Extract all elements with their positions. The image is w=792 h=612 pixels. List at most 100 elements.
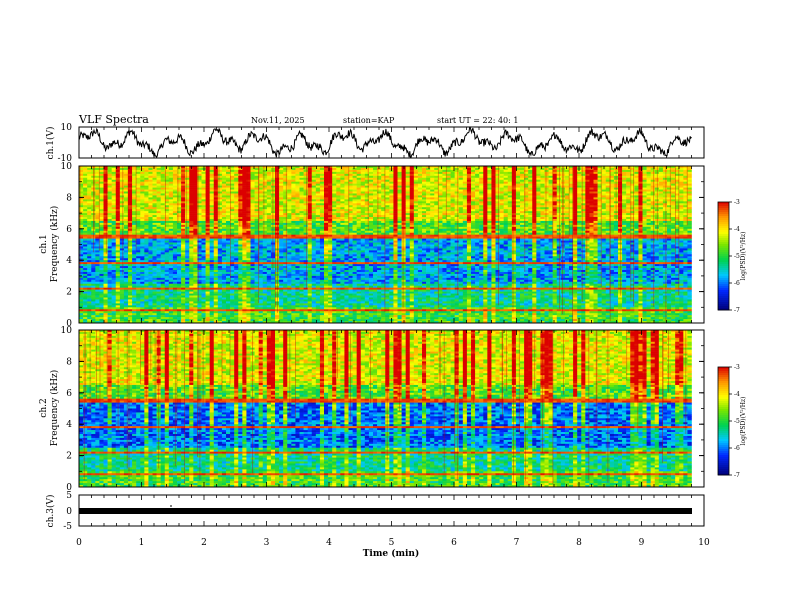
- spectrogram-cell: [168, 226, 174, 230]
- spectrogram-cell: [675, 220, 680, 224]
- spectrogram-cell: [328, 222, 333, 226]
- spectrogram-cell: [417, 222, 423, 226]
- spectrogram-cell: [315, 173, 321, 177]
- spectrogram-cell: [401, 175, 406, 179]
- spectrogram-cell: [564, 193, 570, 196]
- spectrogram-cell: [242, 171, 247, 175]
- spectrogram-cell: [283, 177, 288, 181]
- spectrogram-cell: [238, 209, 243, 212]
- spectrogram-cell: [479, 177, 484, 181]
- spectrogram-cell: [503, 166, 509, 169]
- spectrogram-cell: [221, 173, 227, 177]
- spectrogram-cell: [328, 167, 333, 171]
- spectrogram-cell: [91, 166, 96, 169]
- spectrogram-cell: [654, 199, 660, 202]
- spectrogram-cell: [618, 177, 623, 181]
- spectrogram-cell: [524, 228, 529, 232]
- spectrogram-cell: [156, 183, 161, 186]
- spectrogram-cell: [140, 193, 145, 196]
- spectrogram-cell: [454, 205, 460, 208]
- spectrogram-cell: [544, 218, 549, 222]
- spectrogram-cell: [107, 197, 112, 200]
- spectrogram-cell: [209, 189, 215, 192]
- spectrogram-cell: [630, 222, 635, 226]
- spectrogram-cell: [650, 181, 656, 184]
- spectrogram-cell: [626, 175, 631, 179]
- spectrogram-cell: [581, 228, 586, 232]
- spectrogram-cell: [91, 220, 96, 224]
- spectrogram-cell: [409, 222, 415, 226]
- spectrogram-cell: [262, 213, 268, 216]
- spectrogram-cell: [434, 215, 439, 218]
- spectrogram-cell: [409, 211, 415, 214]
- spectrogram-cell: [430, 199, 435, 202]
- spectrogram-cell: [107, 224, 112, 228]
- spectrogram-cell: [230, 228, 235, 232]
- spectrogram-cell: [299, 183, 304, 186]
- spectrogram-cell: [373, 181, 378, 184]
- spectrogram-cell: [160, 185, 166, 188]
- spectrogram-cell: [213, 185, 219, 188]
- spectrogram-cell: [532, 220, 537, 224]
- spectrogram-cell: [246, 189, 251, 192]
- spectrogram-cell: [528, 211, 533, 214]
- spectrogram-cell: [564, 220, 570, 224]
- spectrogram-cell: [667, 175, 672, 179]
- spectrogram-cell: [209, 222, 215, 226]
- spectrogram-cell: [613, 203, 619, 206]
- spectrogram-cell: [258, 177, 264, 181]
- spectrogram-cell: [548, 201, 553, 204]
- spectrogram-cell: [438, 220, 443, 224]
- spectrogram-cell: [172, 183, 178, 186]
- spectrogram-cell: [675, 175, 680, 179]
- spectrogram-cell: [511, 193, 517, 196]
- spectrogram-cell: [520, 183, 525, 186]
- spectrogram-cell: [585, 201, 590, 204]
- spectrogram-cell: [99, 220, 104, 224]
- spectrogram-cell: [548, 169, 553, 173]
- spectrogram-cell: [613, 181, 619, 184]
- spectrogram-cell: [91, 228, 96, 232]
- spectrogram-cell: [193, 173, 198, 177]
- spectrogram-cell: [605, 203, 611, 206]
- spectrogram-cell: [471, 199, 476, 202]
- spectrogram-cell: [650, 189, 656, 192]
- spectrogram-cell: [605, 193, 611, 196]
- spectrogram-cell: [91, 185, 96, 188]
- spectrogram-cell: [328, 228, 333, 232]
- spectrogram-cell: [569, 218, 574, 222]
- spectrogram-cell: [605, 199, 611, 202]
- spectrogram-cell: [434, 205, 439, 208]
- spectrogram-cell: [360, 218, 366, 222]
- spectrogram-cell: [144, 179, 149, 182]
- spectrogram-cell: [111, 185, 117, 188]
- spectrogram-cell: [83, 191, 88, 194]
- spectrogram-cell: [230, 218, 235, 222]
- spectrogram-cell: [307, 183, 313, 186]
- spectrogram-cell: [168, 224, 174, 228]
- spectrogram-cell: [515, 175, 521, 179]
- spectrogram-cell: [458, 193, 464, 196]
- spectrogram-cell: [262, 201, 268, 204]
- spectrogram-cell: [258, 215, 264, 218]
- spectrogram-cell: [270, 171, 276, 175]
- spectrogram-cell: [193, 207, 198, 210]
- spectrogram-cell: [646, 222, 651, 226]
- spectrogram-cell: [189, 191, 194, 194]
- spectrogram-cell: [87, 207, 92, 210]
- spectrogram-cell: [389, 197, 394, 200]
- spectrogram-cell: [83, 173, 88, 177]
- spectrogram-cell: [401, 181, 406, 184]
- spectrogram-cell: [385, 187, 390, 190]
- spectrogram-cell: [168, 222, 174, 226]
- spectrogram-cell: [458, 199, 464, 202]
- spectrogram-cell: [258, 166, 264, 169]
- spectrogram-cell: [148, 205, 153, 208]
- spectrogram-cell: [585, 224, 590, 228]
- spectrogram-cell: [111, 228, 117, 232]
- spectrogram-cell: [434, 213, 439, 216]
- spectrogram-cell: [569, 222, 574, 226]
- spectrogram-cell: [230, 183, 235, 186]
- spectrogram-cell: [581, 197, 586, 200]
- spectrogram-cell: [177, 224, 182, 228]
